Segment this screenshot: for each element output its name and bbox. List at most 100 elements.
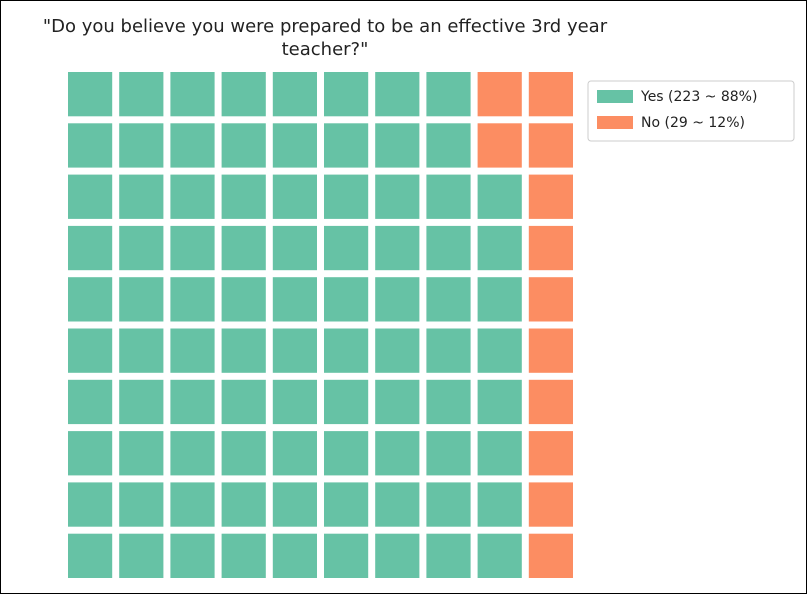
waffle-cell bbox=[477, 328, 522, 373]
waffle-cell bbox=[324, 174, 369, 219]
waffle-cell bbox=[375, 533, 420, 578]
waffle-cell bbox=[221, 431, 266, 476]
waffle-cell bbox=[426, 72, 471, 117]
waffle-cell bbox=[324, 533, 369, 578]
waffle-cell bbox=[221, 482, 266, 527]
waffle-cell bbox=[119, 174, 164, 219]
waffle-cell bbox=[272, 328, 317, 373]
waffle-cell bbox=[477, 225, 522, 271]
waffle-cell bbox=[426, 225, 471, 271]
waffle-cell bbox=[528, 174, 573, 219]
waffle-cell bbox=[528, 277, 573, 322]
waffle-cell bbox=[68, 482, 113, 527]
waffle-cell bbox=[68, 225, 113, 271]
waffle-cell bbox=[170, 328, 215, 373]
waffle-cell bbox=[170, 277, 215, 322]
waffle-cell bbox=[221, 533, 266, 578]
waffle-cell bbox=[170, 533, 215, 578]
waffle-cell bbox=[477, 72, 522, 117]
legend-label: No (29 ~ 12%) bbox=[641, 115, 745, 131]
waffle-cell bbox=[528, 328, 573, 373]
waffle-cell bbox=[272, 482, 317, 527]
waffle-cell bbox=[426, 328, 471, 373]
waffle-cell bbox=[375, 174, 420, 219]
waffle-cell bbox=[119, 431, 164, 476]
waffle-cell bbox=[221, 174, 266, 219]
waffle-cell bbox=[477, 533, 522, 578]
waffle-cell bbox=[221, 72, 266, 117]
waffle-cell bbox=[68, 328, 113, 373]
waffle-cell bbox=[375, 123, 420, 168]
waffle-cell bbox=[68, 431, 113, 476]
waffle-cell bbox=[119, 533, 164, 578]
waffle-cell bbox=[324, 225, 369, 271]
waffle-cell bbox=[68, 379, 113, 425]
waffle-cell bbox=[68, 174, 113, 219]
waffle-cell bbox=[528, 225, 573, 271]
waffle-cell bbox=[119, 72, 164, 117]
waffle-cell bbox=[426, 379, 471, 425]
waffle-cell bbox=[170, 482, 215, 527]
waffle-cell bbox=[221, 123, 266, 168]
waffle-cell bbox=[170, 379, 215, 425]
waffle-cell bbox=[272, 277, 317, 322]
waffle-cell bbox=[375, 379, 420, 425]
waffle-cell bbox=[324, 72, 369, 117]
waffle-cell bbox=[375, 431, 420, 476]
waffle-cell bbox=[221, 277, 266, 322]
waffle-cell bbox=[272, 174, 317, 219]
waffle-cell bbox=[528, 72, 573, 117]
waffle-cell bbox=[221, 328, 266, 373]
waffle-cell bbox=[119, 123, 164, 168]
waffle-cell bbox=[272, 225, 317, 271]
waffle-cell bbox=[324, 431, 369, 476]
waffle-cell bbox=[528, 533, 573, 578]
waffle-cell bbox=[170, 174, 215, 219]
waffle-cell bbox=[426, 482, 471, 527]
waffle-cell bbox=[528, 431, 573, 476]
waffle-cell bbox=[221, 379, 266, 425]
waffle-cell bbox=[528, 123, 573, 168]
waffle-cell bbox=[375, 482, 420, 527]
chart-title: "Do you believe you were prepared to be … bbox=[42, 16, 608, 60]
waffle-cell bbox=[477, 482, 522, 527]
waffle-cell bbox=[375, 328, 420, 373]
waffle-cell bbox=[68, 123, 113, 168]
waffle-cell bbox=[324, 379, 369, 425]
waffle-cell bbox=[477, 174, 522, 219]
waffle-cell bbox=[68, 533, 113, 578]
waffle-cell bbox=[426, 533, 471, 578]
waffle-cell bbox=[272, 379, 317, 425]
waffle-cell bbox=[119, 277, 164, 322]
legend-swatch bbox=[597, 90, 633, 103]
waffle-cell bbox=[375, 277, 420, 322]
waffle-cell bbox=[426, 123, 471, 168]
waffle-cell bbox=[170, 72, 215, 117]
waffle-cell bbox=[426, 431, 471, 476]
waffle-cell bbox=[170, 123, 215, 168]
waffle-cell bbox=[477, 277, 522, 322]
waffle-cell bbox=[324, 328, 369, 373]
legend-box bbox=[587, 80, 795, 142]
waffle-cell bbox=[375, 225, 420, 271]
waffle-cell bbox=[324, 482, 369, 527]
waffle-cell bbox=[477, 379, 522, 425]
waffle-cell bbox=[324, 277, 369, 322]
waffle-cell bbox=[119, 482, 164, 527]
waffle-cell bbox=[477, 431, 522, 476]
waffle-cell bbox=[375, 72, 420, 117]
waffle-cell bbox=[272, 533, 317, 578]
waffle-cell bbox=[170, 225, 215, 271]
waffle-cell bbox=[68, 277, 113, 322]
legend-label: Yes (223 ~ 88%) bbox=[640, 89, 757, 105]
waffle-cell bbox=[119, 328, 164, 373]
waffle-cell bbox=[68, 72, 113, 117]
waffle-cell bbox=[272, 431, 317, 476]
waffle-cell bbox=[119, 379, 164, 425]
waffle-cell bbox=[477, 123, 522, 168]
waffle-cell bbox=[528, 482, 573, 527]
legend: Yes (223 ~ 88%) No (29 ~ 12%) bbox=[587, 80, 795, 142]
waffle-cell bbox=[119, 225, 164, 271]
